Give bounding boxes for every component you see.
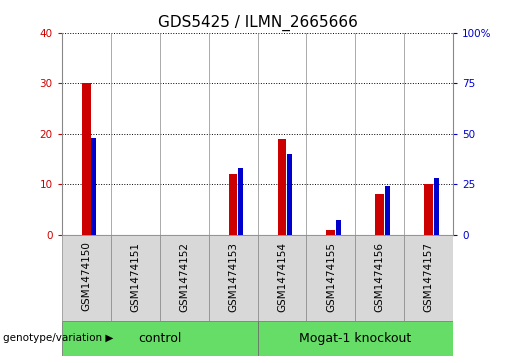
Bar <box>385 186 389 234</box>
Bar <box>287 154 291 234</box>
Bar <box>238 168 243 234</box>
Text: GSM1474153: GSM1474153 <box>228 241 238 311</box>
Text: GSM1474157: GSM1474157 <box>424 241 434 311</box>
Text: GSM1474156: GSM1474156 <box>375 241 385 311</box>
Text: GSM1474155: GSM1474155 <box>326 241 336 311</box>
Bar <box>336 220 340 234</box>
Text: GSM1474151: GSM1474151 <box>130 241 140 311</box>
Bar <box>62 321 258 356</box>
Bar <box>229 174 237 234</box>
Text: GSM1474150: GSM1474150 <box>81 241 91 311</box>
Text: GSM1474152: GSM1474152 <box>179 241 189 311</box>
Bar <box>82 83 91 234</box>
Bar <box>404 234 453 321</box>
Bar <box>306 234 355 321</box>
Bar <box>375 194 384 234</box>
Bar <box>111 234 160 321</box>
Bar <box>62 234 111 321</box>
Text: GSM1474154: GSM1474154 <box>277 241 287 311</box>
Bar <box>278 139 286 234</box>
Bar <box>160 234 209 321</box>
Bar <box>327 229 335 234</box>
Bar <box>424 184 433 234</box>
Text: genotype/variation ▶: genotype/variation ▶ <box>3 334 113 343</box>
Bar <box>209 234 258 321</box>
Text: control: control <box>138 332 181 345</box>
Text: Mogat-1 knockout: Mogat-1 knockout <box>299 332 411 345</box>
Bar <box>355 234 404 321</box>
Title: GDS5425 / ILMN_2665666: GDS5425 / ILMN_2665666 <box>158 15 357 31</box>
Bar <box>258 234 306 321</box>
Bar <box>434 178 438 234</box>
Bar <box>91 138 96 234</box>
Bar <box>258 321 453 356</box>
